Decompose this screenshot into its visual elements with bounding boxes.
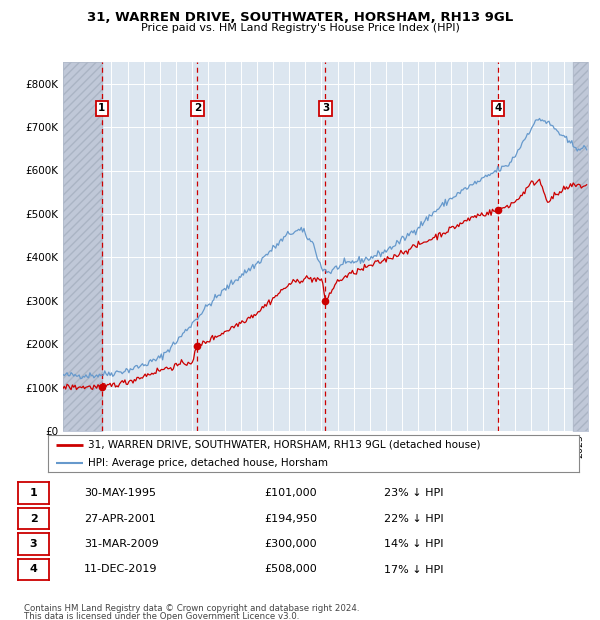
Text: HPI: Average price, detached house, Horsham: HPI: Average price, detached house, Hors…: [88, 458, 328, 468]
Text: 4: 4: [494, 103, 502, 113]
Text: 3: 3: [30, 539, 37, 549]
Text: 2: 2: [194, 103, 201, 113]
Text: This data is licensed under the Open Government Licence v3.0.: This data is licensed under the Open Gov…: [24, 612, 299, 620]
Text: Price paid vs. HM Land Registry's House Price Index (HPI): Price paid vs. HM Land Registry's House …: [140, 23, 460, 33]
Text: 17% ↓ HPI: 17% ↓ HPI: [384, 564, 443, 575]
Text: 1: 1: [30, 488, 37, 498]
Text: 4: 4: [29, 564, 38, 575]
Text: 31, WARREN DRIVE, SOUTHWATER, HORSHAM, RH13 9GL (detached house): 31, WARREN DRIVE, SOUTHWATER, HORSHAM, R…: [88, 440, 481, 450]
Text: 2: 2: [30, 513, 37, 524]
Text: 23% ↓ HPI: 23% ↓ HPI: [384, 488, 443, 498]
Text: 31-MAR-2009: 31-MAR-2009: [84, 539, 159, 549]
Text: 11-DEC-2019: 11-DEC-2019: [84, 564, 157, 575]
Text: £300,000: £300,000: [264, 539, 317, 549]
Text: 30-MAY-1995: 30-MAY-1995: [84, 488, 156, 498]
Text: £194,950: £194,950: [264, 513, 317, 524]
Text: 3: 3: [322, 103, 329, 113]
Text: £101,000: £101,000: [264, 488, 317, 498]
Text: 1: 1: [98, 103, 106, 113]
Text: 14% ↓ HPI: 14% ↓ HPI: [384, 539, 443, 549]
Text: 27-APR-2001: 27-APR-2001: [84, 513, 156, 524]
Text: Contains HM Land Registry data © Crown copyright and database right 2024.: Contains HM Land Registry data © Crown c…: [24, 604, 359, 613]
Text: £508,000: £508,000: [264, 564, 317, 575]
Text: 31, WARREN DRIVE, SOUTHWATER, HORSHAM, RH13 9GL: 31, WARREN DRIVE, SOUTHWATER, HORSHAM, R…: [87, 11, 513, 24]
Text: 22% ↓ HPI: 22% ↓ HPI: [384, 513, 443, 524]
